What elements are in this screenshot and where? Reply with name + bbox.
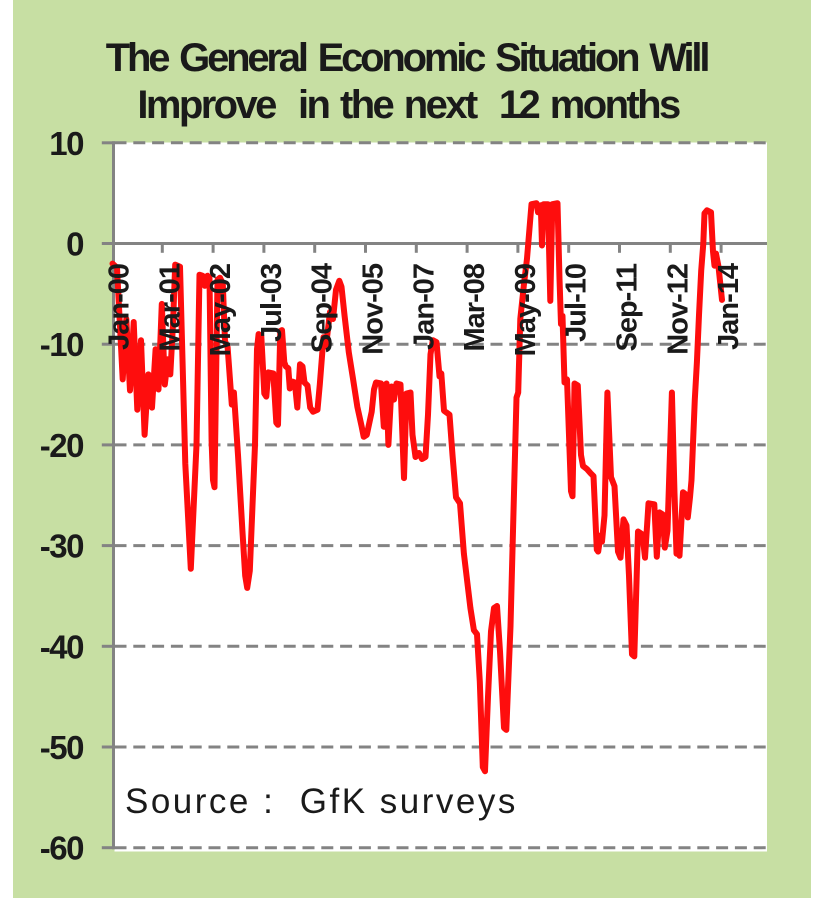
svg-text:Mar-08: Mar-08 <box>459 263 491 351</box>
svg-text:Mar-01: Mar-01 <box>154 263 186 351</box>
svg-text:Improve in the next 12 month: Improve in the next 12 months <box>137 83 680 127</box>
svg-text:Sep-11: Sep-11 <box>612 263 644 351</box>
svg-text:-60: -60 <box>40 830 83 867</box>
svg-text:Nov-12: Nov-12 <box>662 264 694 355</box>
svg-text:Jul-10: Jul-10 <box>561 264 593 342</box>
svg-text:May-02: May-02 <box>205 264 237 356</box>
svg-text:May-09: May-09 <box>510 263 542 356</box>
svg-text:10: 10 <box>49 125 83 162</box>
svg-text:Jan-07: Jan-07 <box>408 264 440 350</box>
svg-text:Jul-03: Jul-03 <box>256 263 288 342</box>
svg-text:-40: -40 <box>40 628 83 665</box>
svg-text:Jan-00: Jan-00 <box>104 264 136 350</box>
svg-text:Source : GfK surveys: Source : GfK surveys <box>125 782 518 821</box>
svg-text:-20: -20 <box>40 427 83 464</box>
svg-text:-30: -30 <box>40 528 83 565</box>
svg-text:Nov-05: Nov-05 <box>358 263 390 355</box>
svg-text:0: 0 <box>66 226 83 263</box>
svg-text:-50: -50 <box>40 729 83 766</box>
svg-text:Jan-14: Jan-14 <box>713 263 745 350</box>
svg-text:The General Economic Situation: The General Economic Situation Will <box>106 36 709 80</box>
svg-text:Sep-04: Sep-04 <box>307 263 339 353</box>
svg-text:-10: -10 <box>40 326 83 363</box>
